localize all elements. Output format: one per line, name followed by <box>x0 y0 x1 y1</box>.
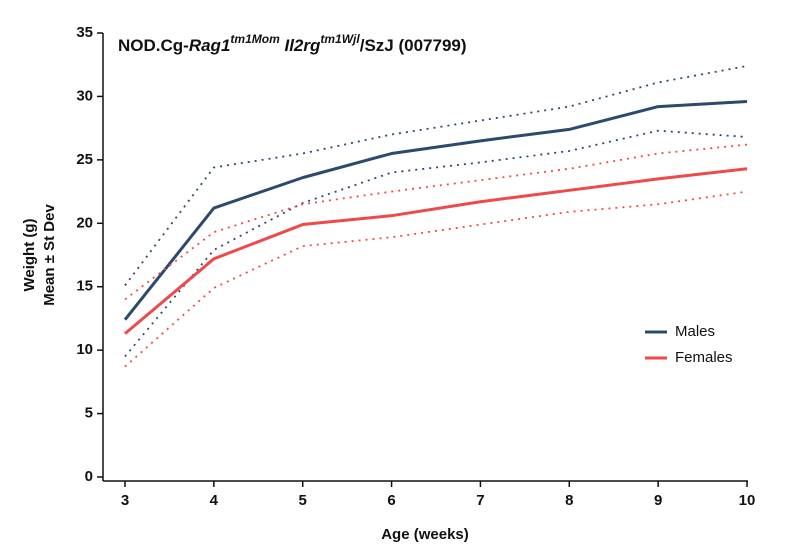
x-tick-label: 8 <box>565 492 573 509</box>
title-part: tm1Wjl <box>320 32 360 46</box>
x-tick-label: 10 <box>739 492 756 509</box>
title-part: /SzJ (007799) <box>360 36 467 55</box>
y-axis-label: Mean ± St Dev <box>41 204 58 306</box>
title-part: Il2rg <box>284 36 321 55</box>
sd-line <box>124 190 748 368</box>
x-tick-label: 5 <box>299 492 307 509</box>
y-tick-label: 20 <box>76 214 93 231</box>
legend-label: Females <box>675 349 733 366</box>
x-tick-label: 9 <box>654 492 662 509</box>
legend-label: Males <box>675 323 715 340</box>
x-tick-label: 7 <box>476 492 484 509</box>
series-line <box>124 167 748 335</box>
y-tick-label: 15 <box>76 278 93 295</box>
y-tick-label: 30 <box>76 87 93 104</box>
y-tick-label: 25 <box>76 151 93 168</box>
title-part: tm1Mom <box>230 32 280 46</box>
title-part: Rag1 <box>189 36 231 55</box>
x-axis-label: Age (weeks) <box>381 526 469 543</box>
x-tick-label: 3 <box>121 492 129 509</box>
chart-title: NOD.Cg-Rag1tm1Mom Il2rgtm1Wjl/SzJ (00779… <box>118 32 467 55</box>
y-tick-label: 35 <box>76 24 93 41</box>
y-axis-label: Weight (g) <box>21 218 38 291</box>
x-tick-label: 4 <box>210 492 219 509</box>
sd-line <box>124 65 748 286</box>
y-tick-label: 10 <box>76 341 93 358</box>
y-tick-label: 0 <box>85 468 93 485</box>
sd-line <box>124 143 748 301</box>
sd-line <box>124 129 748 358</box>
x-tick-label: 6 <box>387 492 395 509</box>
title-part: NOD.Cg- <box>118 36 189 55</box>
series-line <box>123 100 748 321</box>
y-tick-label: 5 <box>85 405 93 422</box>
